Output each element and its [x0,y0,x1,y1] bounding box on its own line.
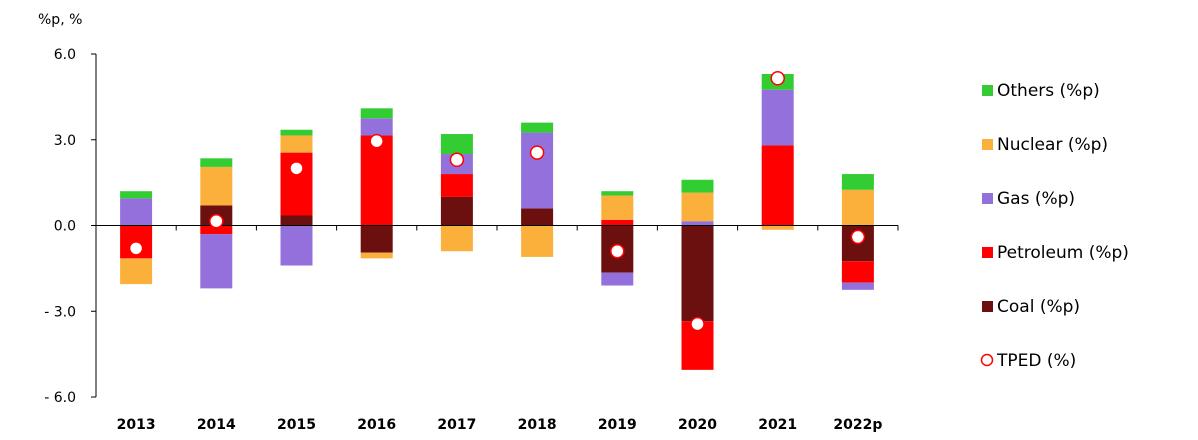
tped-marker-2022p [850,229,866,245]
legend-label: Coal (%p) [997,297,1080,317]
bar-coal-p-2018 [521,208,554,226]
legend-swatch-coal-p [982,301,993,312]
x-tick-label: 2015 [277,417,316,433]
bar-nuclear-p-2018 [521,225,554,257]
bar-others-p-2015 [280,129,313,136]
y-axis: 6.0 3.0 0.0 - 3.0 - 6.0 [44,47,97,406]
tped-marker-2013 [128,241,144,256]
tped-marker-2018 [529,145,545,160]
tped-marker-2015 [289,161,304,176]
tped-marker-2016 [369,133,384,149]
tped-marker-2017 [449,152,465,168]
bar-petroleum-p-2017 [440,174,473,197]
bar-nuclear-p-2020 [681,192,714,222]
bar-nuclear-p-2019 [601,195,634,220]
legend: Others (%p) Nuclear (%p) Gas (%p) Petroleum… [980,81,1129,371]
bar-others-p-2020 [681,179,714,193]
bars [120,74,874,370]
x-tick-label: 2016 [357,417,396,433]
bar-gas-p-2018 [521,132,554,209]
bar-gas-p-2021 [761,89,794,146]
bar-coal-p-2017 [440,196,473,226]
x-tick-label: 2018 [518,417,557,433]
legend-label: TPED (%) [996,351,1076,371]
bar-gas-p-2022p [841,282,874,290]
bar-coal-p-2020 [681,225,714,322]
bar-others-p-2017 [440,134,473,155]
bar-petroleum-p-2014 [200,225,233,235]
y-tick-label: - 3.0 [44,304,76,320]
x-tick-label: 2014 [197,417,236,433]
bar-others-p-2014 [200,158,233,167]
bar-gas-p-2013 [120,198,153,226]
tped-marker-2021 [770,71,785,86]
legend-swatch-nuclear-p [982,139,993,150]
bar-nuclear-p-2015 [280,135,313,153]
x-axis: 2013 2014 2015 2016 2017 2018 2019 2020 2021 2022… [95,225,899,433]
bar-others-p-2016 [360,108,393,119]
bar-others-p-2018 [521,122,554,133]
bar-others-p-2022p [841,174,874,190]
y-tick-label: 6.0 [54,47,76,63]
legend-label: Others (%p) [997,81,1100,101]
y-tick-label: 3.0 [54,133,76,149]
bar-nuclear-p-2021 [761,225,794,230]
bar-gas-p-2015 [280,225,313,266]
tped-markers [128,71,866,332]
x-tick-label: 2021 [758,417,797,433]
bar-nuclear-p-2017 [440,225,473,252]
legend-label: Petroleum (%p) [997,243,1129,263]
tped-marker-2020 [690,316,705,332]
y-tick-label: - 6.0 [44,390,76,406]
bar-gas-p-2016 [360,118,393,136]
legend-label: Gas (%p) [997,189,1075,209]
x-tick-label: 2020 [678,417,717,433]
legend-swatch-petroleum-p [982,247,993,258]
bar-nuclear-p-2014 [200,166,233,206]
bar-nuclear-p-2016 [360,252,393,259]
tped-marker-2014 [209,213,224,229]
legend-marker-tped [980,353,994,367]
x-tick-label: 2022p [833,417,882,433]
bar-nuclear-p-2013 [120,258,153,285]
bar-petroleum-p-2016 [360,135,393,226]
bar-others-p-2019 [601,191,634,196]
bar-petroleum-p-2022p [841,261,874,283]
bar-gas-p-2014 [200,234,233,289]
x-tick-label: 2013 [117,417,156,433]
bar-coal-p-2015 [280,215,313,226]
bar-nuclear-p-2022p [841,189,874,226]
legend-label: Nuclear (%p) [997,135,1108,155]
bar-gas-p-2019 [601,272,634,286]
legend-swatch-gas-p [982,193,993,204]
bar-gas-p-2020 [681,221,714,226]
bar-petroleum-p-2021 [761,145,794,226]
y-tick-label: 0.0 [54,219,76,235]
tped-marker-2019 [610,243,625,259]
bar-petroleum-p-2019 [601,219,634,226]
y-unit-label: %p, % [38,12,82,28]
bar-others-p-2013 [120,191,153,199]
legend-swatch-others-p [982,85,993,96]
x-tick-label: 2019 [598,417,637,433]
bar-coal-p-2016 [360,225,393,253]
x-tick-label: 2017 [437,417,476,433]
